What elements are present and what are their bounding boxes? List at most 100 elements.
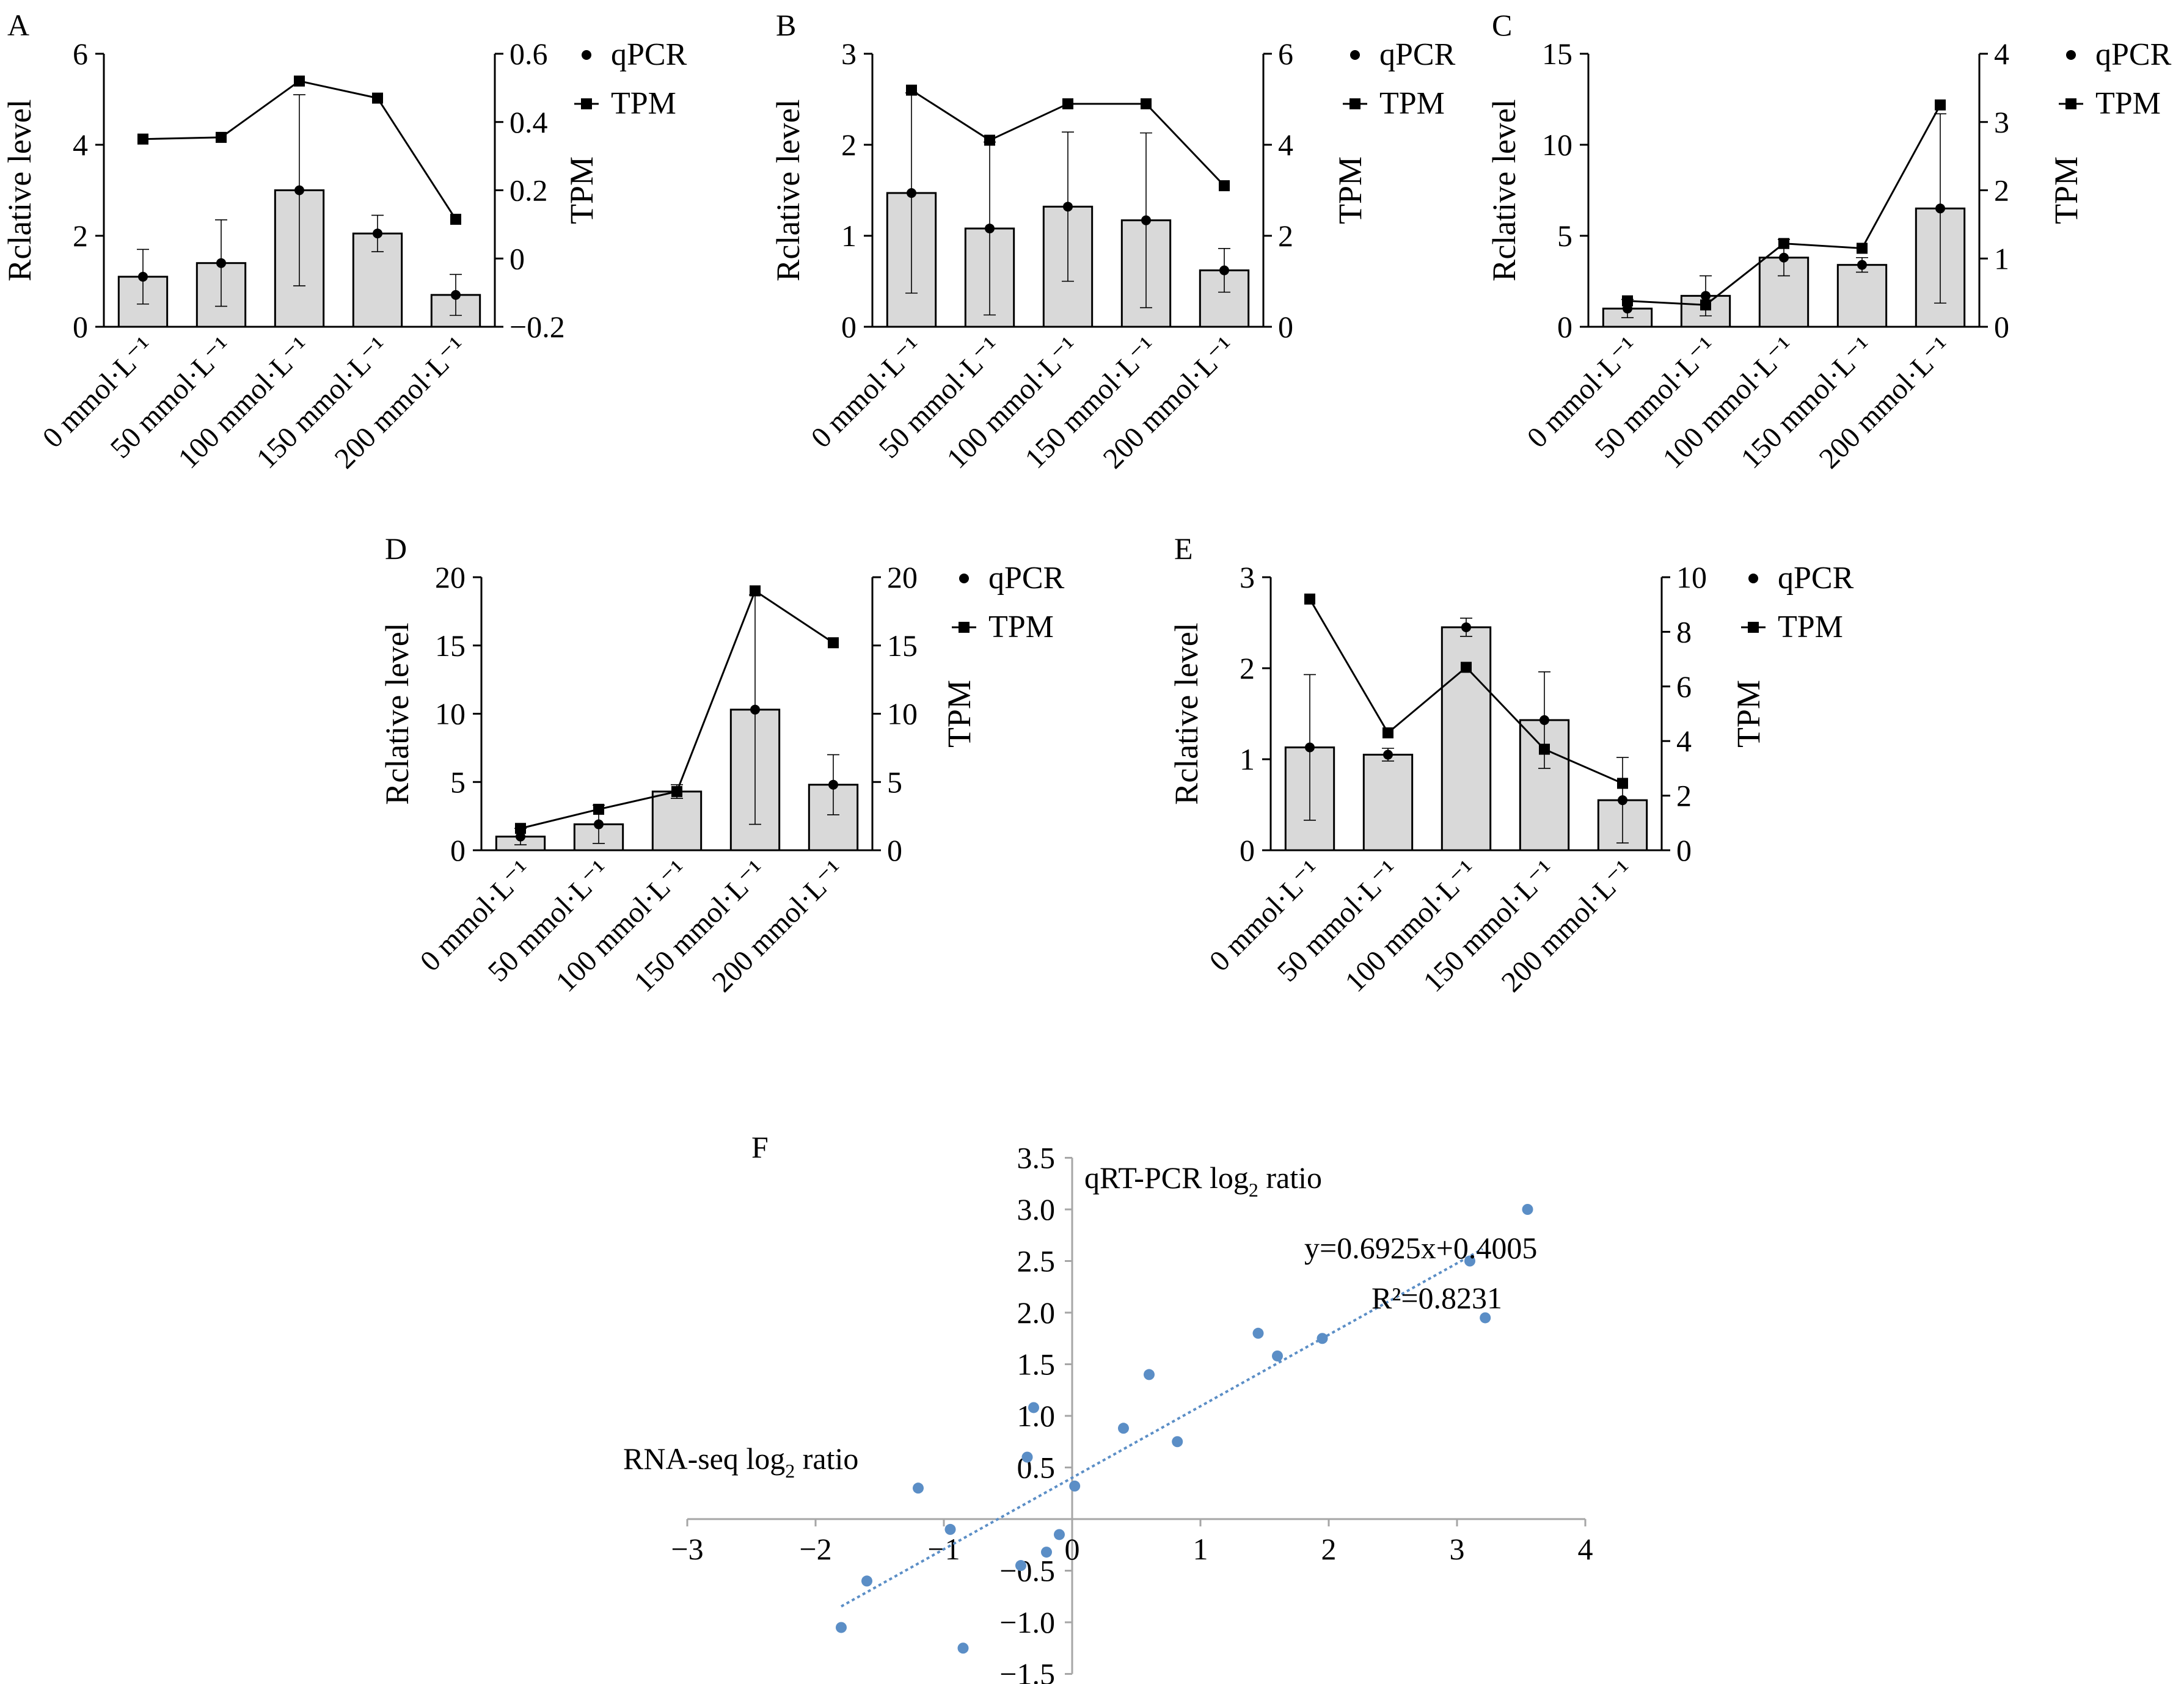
qpcr-point [750,704,760,715]
legend-qpcr-label: qPCR [2095,37,2172,72]
left-tick-label: 0 [1557,310,1572,344]
right-tick-label: 0.2 [509,173,548,208]
y-axis-title-sub: 2 [1249,1179,1258,1201]
tpm-point [1539,743,1550,755]
left-tick-label: 0 [450,833,466,867]
left-tick-label: 0 [1240,833,1255,867]
y-axis-title-main: qRT-PCR log [1084,1161,1249,1195]
y-axis-title: Rclative level [770,99,806,281]
legend-tpm-label: TPM [611,86,676,121]
right-tick-label: 10 [887,697,918,731]
panel-letter: F [751,1130,769,1164]
tpm-point [1617,778,1628,789]
right-tick-label: 0 [1676,833,1692,867]
tpm-point [1062,98,1073,109]
qpcr-point [1701,291,1711,301]
y-tick-label: 2.5 [1017,1244,1056,1278]
left-tick-label: 0 [73,310,88,344]
panel-letter: A [7,8,29,42]
tpm-point [828,637,839,649]
legend-tpm-label: TPM [1778,610,1843,644]
left-tick-label: 5 [450,765,466,799]
qpcr-point [1618,795,1627,806]
regression-equation: y=0.6925x+0.4005 [1304,1231,1537,1265]
y-tick-label: 3.0 [1017,1192,1056,1227]
scatter-point [1054,1529,1065,1540]
x-tick-label: 4 [1578,1532,1593,1566]
tpm-point [1461,662,1472,673]
y-tick-label: 1.5 [1017,1347,1056,1382]
y-tick-label: −1.5 [999,1657,1055,1684]
y-tick-label: −1.0 [999,1605,1055,1639]
right-tick-label: 8 [1676,614,1692,649]
tpm-point [593,803,604,815]
scatter-point [861,1575,872,1587]
left-tick-label: 20 [435,560,466,594]
legend-tpm-marker [581,98,592,109]
qpcr-point [985,224,995,234]
qpcr-point [907,188,916,198]
right-tick-label: 1 [1994,241,2009,275]
right-tick-label: 0 [1994,310,2009,344]
scatter-point [1144,1369,1155,1380]
left-tick-label: 3 [841,37,856,71]
y-axis-title: Rclative level [379,622,415,804]
qpcr-point [373,228,382,239]
qpcr-point [1539,715,1549,725]
scatter-point [1028,1402,1039,1413]
tpm-point [1935,99,1946,111]
legend-qpcr-marker [1350,50,1360,60]
tpm-point [1219,180,1230,192]
legend-tpm-label: TPM [2095,86,2161,121]
tpm-point [372,92,383,104]
scatter-point [836,1622,847,1633]
tpm-point [671,786,682,797]
right-tick-label: 4 [1994,37,2009,71]
qpcr-point [294,185,304,195]
right-tick-label: 5 [887,765,902,799]
right-tick-label: 6 [1676,669,1692,704]
tpm-point [750,585,761,597]
right-tick-label: 6 [1278,37,1293,71]
y2-axis-title: TPM [563,156,600,224]
scatter-point [1272,1350,1283,1361]
tpm-point [1857,242,1868,254]
scatter-point [957,1642,969,1654]
right-tick-label: 0 [509,241,525,275]
y-axis-title: Rclative level [1486,99,1522,281]
right-tick-label: 0.4 [509,105,548,139]
qpcr-point [1935,203,1945,214]
right-tick-label: 4 [1676,724,1692,758]
left-tick-label: 5 [1557,219,1572,253]
legend-tpm-label: TPM [1379,86,1445,121]
bar [651,790,703,851]
bar [1441,626,1492,851]
left-tick-label: 10 [1542,128,1572,162]
x-axis-title: RNA-seq log2 ratio [623,1442,858,1482]
legend-qpcr-label: qPCR [988,561,1065,596]
x-axis-title-main: RNA-seq log [623,1442,785,1476]
left-tick-label: 6 [73,37,88,71]
y-axis-title: Rclative level [1,99,38,281]
qpcr-point [451,290,461,300]
legend-qpcr-marker [582,50,591,60]
trend-line [841,1248,1483,1608]
qpcr-point [138,272,148,282]
panel-letter: B [776,8,796,42]
left-tick-label: 1 [841,219,856,253]
left-tick-label: 0 [841,310,856,344]
qpcr-point [1779,252,1789,263]
x-tick-label: 0 [1065,1532,1080,1566]
right-tick-label: −0.2 [509,310,565,344]
left-tick-label: 10 [435,697,466,731]
legend-tpm-marker [1748,622,1759,633]
right-tick-label: 20 [887,560,918,594]
right-tick-label: 0 [887,833,902,867]
scatter-point [1021,1451,1033,1463]
right-tick-label: 10 [1676,560,1707,594]
x-axis-title-tail: ratio [795,1442,858,1476]
tpm-point [1778,238,1789,249]
panel-letter: C [1492,8,1512,42]
